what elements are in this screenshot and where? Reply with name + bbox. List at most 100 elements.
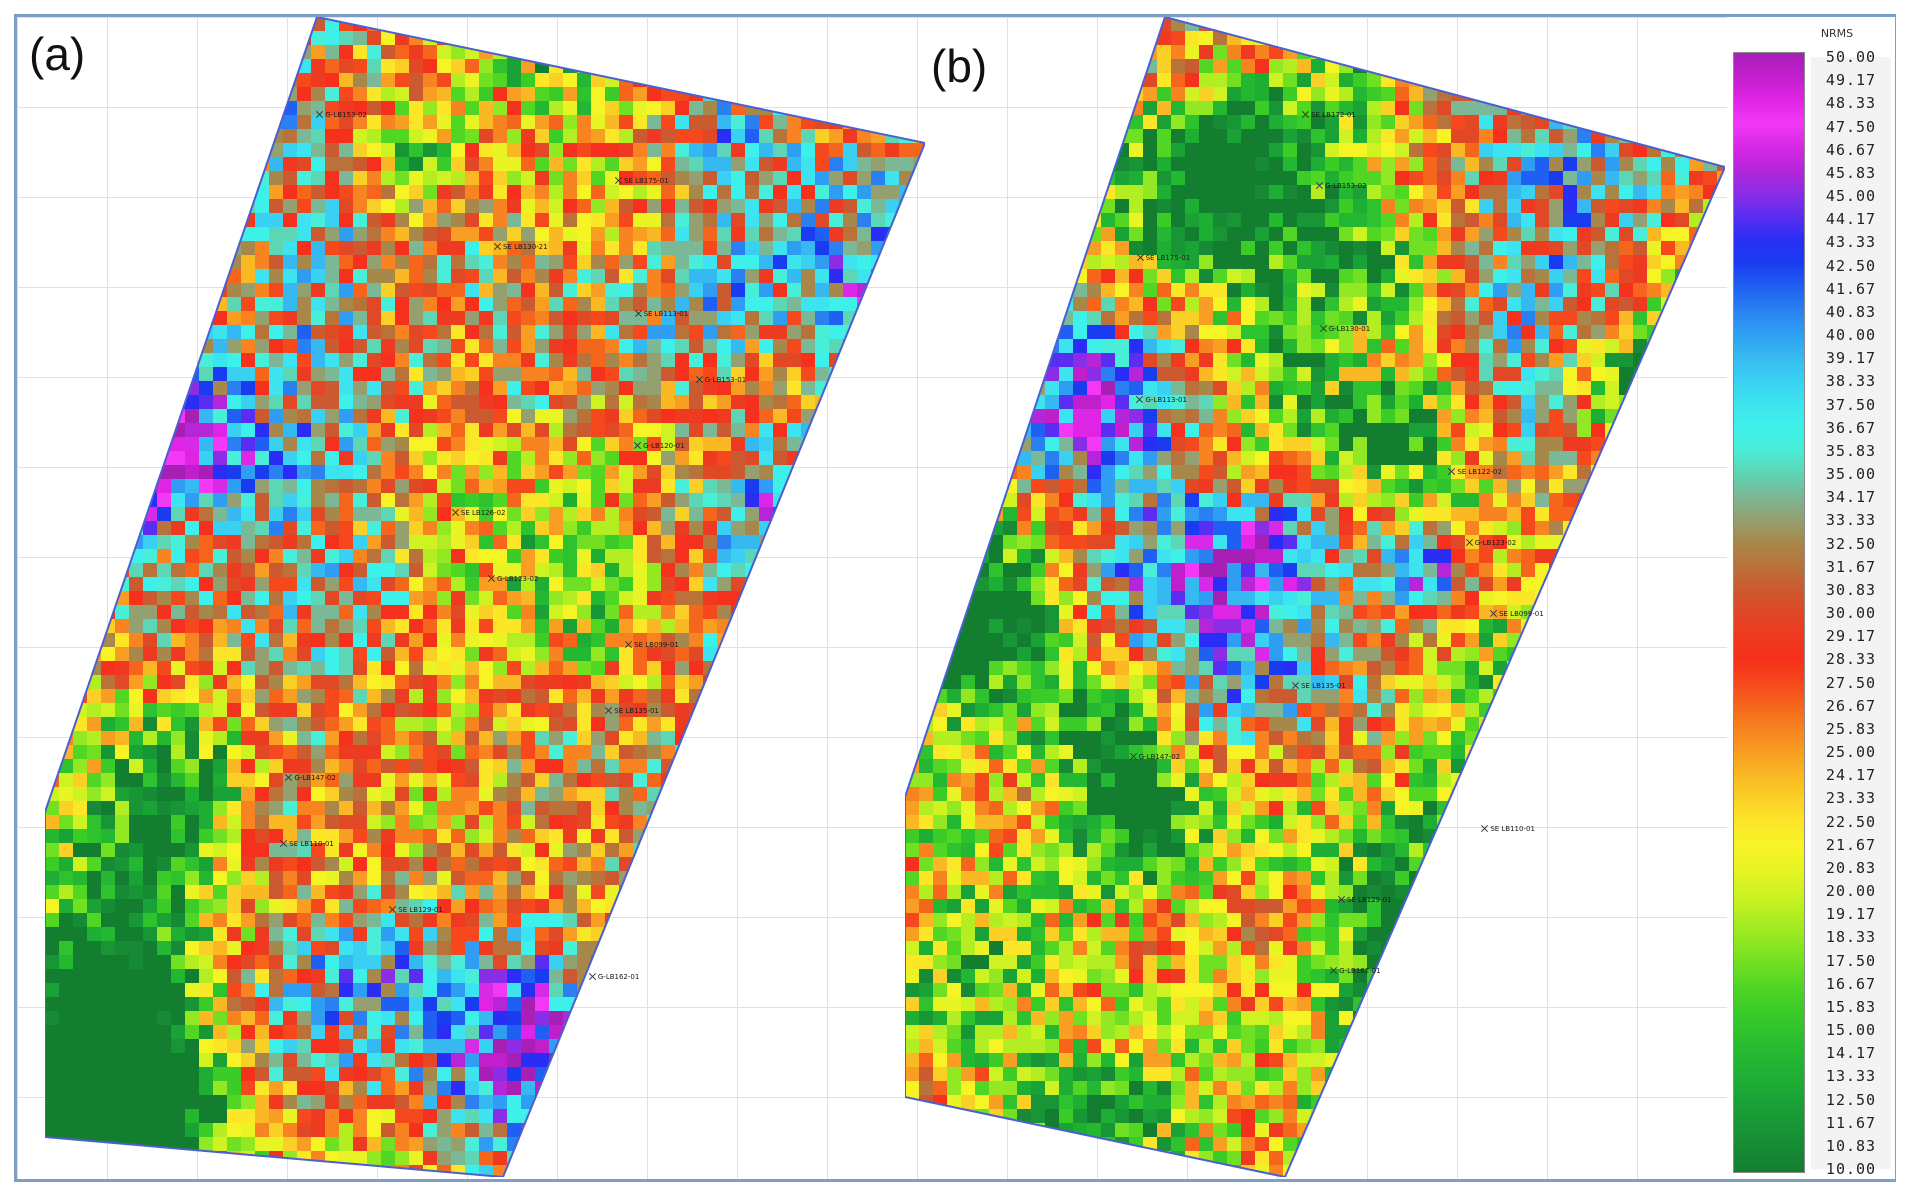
well-cross-icon bbox=[1490, 610, 1497, 617]
well-name: SE LB122-02 bbox=[1457, 467, 1502, 476]
panel-label-a: (a) bbox=[29, 28, 86, 80]
well-name: G-LB147-02 bbox=[1138, 753, 1181, 762]
legend-tick-48-33: 48.33 bbox=[1825, 94, 1877, 113]
legend-tick-46-67: 46.67 bbox=[1825, 140, 1877, 159]
well-cross-icon bbox=[1338, 896, 1345, 903]
well-name: SE LB099-01 bbox=[1499, 610, 1544, 619]
color-legend: NRMS 50.00 49.17 48.33 47.50 46.67 45.83 45.00… bbox=[1727, 17, 1895, 1179]
legend-tick-38-33: 38.33 bbox=[1825, 372, 1877, 391]
legend-tick-24-17: 24.17 bbox=[1825, 766, 1877, 785]
well-label: G-LB147-02 bbox=[1130, 752, 1180, 761]
legend-tick-12-50: 12.50 bbox=[1825, 1090, 1877, 1109]
well-label: G-LB162-01 bbox=[1330, 966, 1380, 975]
legend-tick-13-33: 13.33 bbox=[1825, 1067, 1877, 1086]
well-name: G-LB153-01 bbox=[704, 375, 747, 384]
legend-tick-10-00: 10.00 bbox=[1825, 1160, 1877, 1178]
legend-tick-15-00: 15.00 bbox=[1825, 1021, 1877, 1039]
legend-tick-35-83: 35.83 bbox=[1825, 441, 1877, 460]
well-cross-icon bbox=[1320, 325, 1327, 332]
legend-tick-43-33: 43.33 bbox=[1825, 233, 1877, 252]
well-label: SE LB129-01 bbox=[1338, 895, 1392, 904]
legend-tick-labels: 50.00 49.17 48.33 47.50 46.67 45.83 45.00 44.17… bbox=[1811, 48, 1891, 1178]
attribute-field bbox=[45, 17, 925, 1177]
well-cross-icon bbox=[494, 243, 501, 250]
well-label: SE LB110-01 bbox=[1481, 824, 1535, 833]
survey-outline bbox=[45, 17, 925, 1177]
legend-tick-29-17: 29.17 bbox=[1825, 627, 1877, 646]
well-name: SE LB099-01 bbox=[634, 641, 679, 650]
legend-tick-36-67: 36.67 bbox=[1825, 418, 1877, 437]
legend-tick-37-50: 37.50 bbox=[1825, 395, 1877, 414]
well-label: G-LB120-01 bbox=[634, 441, 684, 450]
attribute-map-b bbox=[905, 17, 1725, 1177]
well-label: SE LB172-01 bbox=[1302, 110, 1356, 119]
well-label: SE LB099-01 bbox=[625, 640, 679, 649]
legend-tick-11-67: 11.67 bbox=[1825, 1113, 1877, 1132]
well-cross-icon bbox=[389, 906, 396, 913]
legend-tick-33-33: 33.33 bbox=[1825, 511, 1877, 530]
well-cross-icon bbox=[285, 774, 292, 781]
legend-tick-25-83: 25.83 bbox=[1825, 719, 1877, 738]
well-name: G-LB113-01 bbox=[1145, 396, 1187, 405]
well-name: SE LB175-01 bbox=[1145, 253, 1191, 262]
well-label: G-LB153-02 bbox=[1316, 181, 1366, 190]
well-cross-icon bbox=[696, 376, 703, 383]
legend-tick-16-67: 16.67 bbox=[1825, 974, 1877, 993]
well-name: G-LB147-02 bbox=[294, 773, 336, 782]
well-label: SE LB175-01 bbox=[615, 176, 669, 185]
well-label: G-LB147-02 bbox=[285, 773, 335, 782]
legend-tick-14-17: 14.17 bbox=[1825, 1044, 1877, 1063]
well-name: G-LB162-01 bbox=[1339, 967, 1381, 976]
well-name: SE LB129-01 bbox=[1346, 896, 1392, 905]
map-panel-a: G-LB153-02 SE LB175-01 SE LB130-21 SE LB113… bbox=[45, 17, 925, 1177]
legend-tick-17-50: 17.50 bbox=[1825, 951, 1877, 970]
well-cross-icon bbox=[452, 509, 459, 516]
well-cross-icon bbox=[1481, 825, 1488, 832]
well-cross-icon bbox=[589, 973, 596, 980]
well-cross-icon bbox=[316, 111, 323, 118]
attribute-field bbox=[905, 17, 1725, 1177]
well-label: SE LB122-02 bbox=[1448, 467, 1502, 476]
well-name: SE LB126-02 bbox=[460, 508, 506, 517]
legend-tick-35-00: 35.00 bbox=[1825, 465, 1877, 483]
well-cross-icon bbox=[605, 707, 612, 714]
legend-title: NRMS bbox=[1820, 27, 1854, 40]
well-label: G-LB153-02 bbox=[316, 110, 366, 119]
legend-tick-44-17: 44.17 bbox=[1825, 210, 1877, 229]
well-name: SE LB130-21 bbox=[503, 243, 548, 252]
well-label: SE LB175-01 bbox=[1137, 253, 1191, 262]
legend-tick-47-50: 47.50 bbox=[1825, 117, 1877, 136]
legend-tick-41-67: 41.67 bbox=[1825, 279, 1877, 298]
legend-tick-50-00: 50.00 bbox=[1825, 48, 1877, 66]
well-label: G-LB153-01 bbox=[696, 375, 746, 384]
legend-tick-21-67: 21.67 bbox=[1825, 835, 1877, 854]
well-name: SE LB113-01 bbox=[643, 309, 689, 318]
well-label: SE LB130-21 bbox=[494, 242, 548, 251]
well-label: G-LB123-02 bbox=[488, 574, 538, 583]
map-panel-b: SE LB172-01 G-LB153-02 SE LB175-01 G-LB130-… bbox=[905, 17, 1725, 1177]
well-name: SE LB110-01 bbox=[1490, 824, 1535, 833]
well-name: G-LB153-02 bbox=[1325, 182, 1367, 191]
legend-tick-34-17: 34.17 bbox=[1825, 488, 1877, 507]
legend-tick-25-00: 25.00 bbox=[1825, 743, 1877, 761]
well-name: G-LB153-02 bbox=[325, 110, 367, 119]
well-label: SE LB135-01 bbox=[1292, 681, 1346, 690]
survey-outline bbox=[905, 17, 1725, 1177]
legend-tick-39-17: 39.17 bbox=[1825, 349, 1877, 368]
legend-tick-45-00: 45.00 bbox=[1825, 187, 1877, 205]
well-cross-icon bbox=[1466, 539, 1473, 546]
well-cross-icon bbox=[1302, 111, 1309, 118]
legend-tick-20-00: 20.00 bbox=[1825, 882, 1877, 900]
well-label: G-LB113-01 bbox=[1136, 395, 1186, 404]
well-cross-icon bbox=[1448, 468, 1455, 475]
well-cross-icon bbox=[280, 840, 287, 847]
legend-tick-23-33: 23.33 bbox=[1825, 789, 1877, 808]
legend-tick-19-17: 19.17 bbox=[1825, 905, 1877, 924]
well-name: SE LB135-01 bbox=[1301, 681, 1346, 690]
well-cross-icon bbox=[1330, 967, 1337, 974]
well-cross-icon bbox=[634, 442, 641, 449]
well-label: SE LB110-01 bbox=[280, 839, 334, 848]
well-name: G-LB120-01 bbox=[643, 442, 685, 451]
well-name: G-LB123-02 bbox=[1474, 539, 1517, 548]
well-cross-icon bbox=[1137, 254, 1144, 261]
